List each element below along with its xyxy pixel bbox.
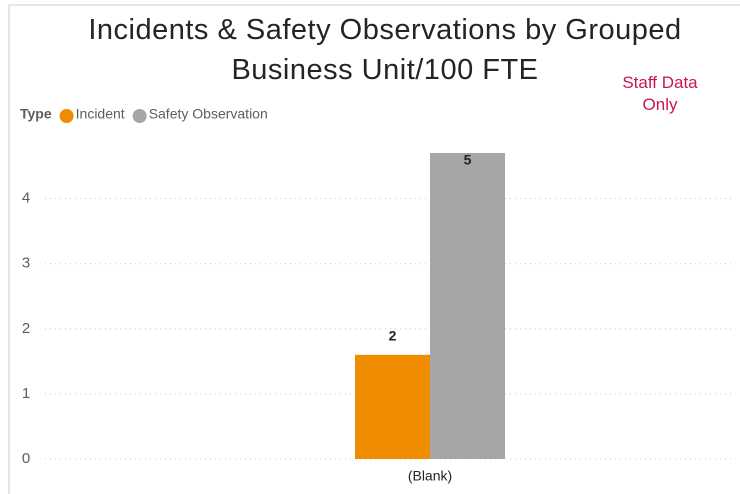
y-tick-label: 2: [22, 320, 30, 337]
frame: [8, 4, 740, 494]
legend-title: Type: [20, 106, 52, 122]
y-tick-label: 1: [22, 385, 30, 402]
legend-label: Safety Observation: [149, 106, 268, 122]
legend-label: Incident: [76, 106, 125, 122]
legend-swatch: [132, 109, 147, 123]
y-tick-label: 4: [22, 190, 30, 207]
data-label: 5: [464, 152, 472, 168]
annotation: Staff Data Only: [622, 73, 698, 114]
y-tick-label: 3: [22, 255, 30, 272]
chart-title: Incidents & Safety Observations by Group…: [88, 14, 682, 86]
data-label: 2: [389, 328, 397, 344]
legend-swatch: [59, 109, 74, 123]
bar: [355, 354, 430, 459]
x-tick-label: (Blank): [408, 468, 452, 484]
bar: [430, 153, 505, 460]
y-tick-label: 0: [22, 450, 30, 467]
